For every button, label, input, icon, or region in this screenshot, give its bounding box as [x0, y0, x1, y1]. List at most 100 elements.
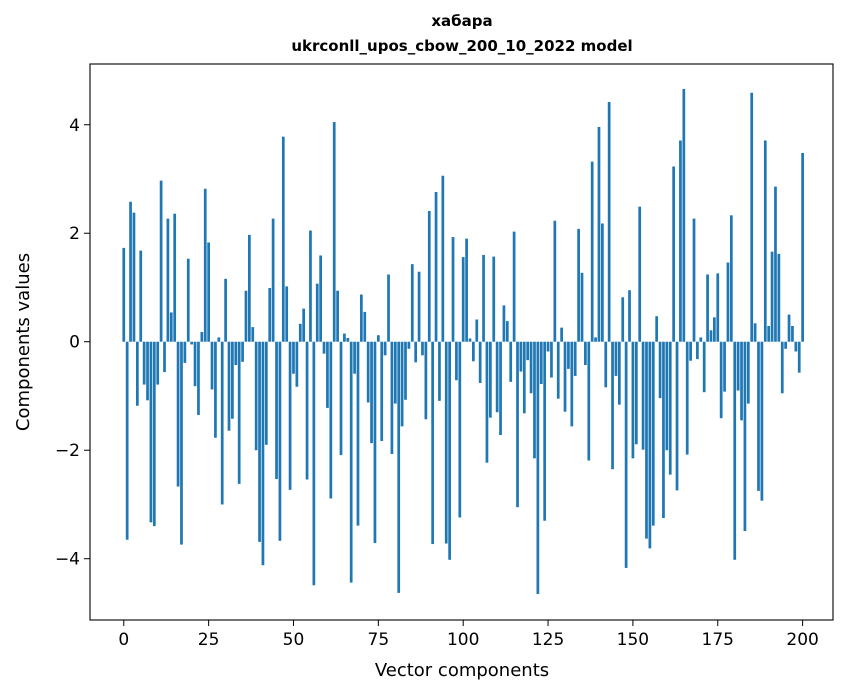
bar [580, 272, 584, 342]
bar [655, 316, 659, 342]
bar [675, 341, 679, 491]
bar [390, 341, 394, 455]
bar [672, 166, 675, 342]
bar [784, 341, 788, 349]
bar [682, 88, 686, 342]
bar [777, 253, 781, 342]
bar [261, 341, 265, 566]
bar [512, 231, 516, 342]
bar [658, 341, 662, 399]
bar [526, 341, 530, 361]
bar [438, 341, 441, 401]
bar [149, 341, 153, 523]
bar [455, 341, 458, 381]
x-tick-label: 100 [447, 630, 479, 650]
bar [757, 341, 760, 491]
bar [607, 101, 611, 342]
bar [472, 341, 475, 362]
y-axis-ticks: −4 −2 0 2 4 [55, 116, 90, 570]
bar [336, 290, 339, 342]
bar [699, 337, 703, 342]
bar [203, 188, 207, 342]
bar [689, 341, 692, 361]
bar [207, 242, 210, 342]
bar [169, 312, 173, 342]
bar [363, 311, 367, 342]
bar [305, 341, 309, 480]
bar [791, 326, 794, 342]
bar [231, 341, 234, 419]
bar [156, 341, 160, 385]
y-axis-label: Components values [13, 253, 34, 431]
bar [601, 223, 604, 342]
bar [404, 341, 407, 400]
bar [224, 278, 227, 342]
bar [641, 341, 645, 450]
bar [332, 122, 336, 342]
bar [770, 251, 774, 342]
bar [183, 341, 187, 363]
bar [651, 341, 655, 526]
bar [397, 341, 401, 593]
bar [444, 341, 448, 544]
bar [519, 341, 523, 372]
bar [801, 152, 804, 342]
bar [594, 337, 597, 342]
bar [264, 341, 268, 445]
y-tick-label: −2 [55, 441, 80, 461]
y-tick-label: 2 [69, 224, 80, 244]
bar [197, 341, 200, 415]
bar [326, 341, 329, 408]
bar [234, 341, 238, 366]
bar [746, 341, 750, 404]
bar [692, 218, 696, 342]
bar [349, 341, 353, 583]
x-tick-label: 150 [617, 630, 649, 650]
bar [387, 274, 390, 342]
bar [706, 274, 709, 342]
bar [427, 211, 431, 342]
bar [505, 321, 509, 342]
x-tick-label: 25 [198, 630, 220, 650]
bar [556, 341, 560, 399]
bar [424, 341, 428, 420]
bar [716, 273, 720, 342]
bar [448, 341, 451, 560]
bar [125, 341, 129, 540]
y-tick-label: −4 [55, 550, 80, 570]
bar [129, 201, 132, 342]
bar [536, 341, 540, 594]
bar [173, 213, 177, 342]
bar [152, 341, 156, 527]
x-tick-label: 125 [532, 630, 564, 650]
bar [241, 341, 244, 362]
bar [522, 341, 526, 414]
bar [217, 337, 221, 342]
bar [451, 237, 455, 342]
bar [417, 271, 421, 342]
bar [139, 250, 143, 342]
y-tick-label: 4 [69, 116, 80, 136]
bar [648, 341, 652, 549]
bar [482, 254, 485, 342]
bar [244, 290, 248, 342]
chart-subtitle: ukrconll_upos_cbow_200_10_2022 model [291, 37, 632, 55]
bar [797, 341, 801, 373]
bar [414, 341, 418, 363]
bar [258, 341, 261, 542]
x-axis-label: Vector components [375, 660, 549, 681]
bar [485, 341, 489, 463]
bar [702, 341, 706, 393]
bar [617, 341, 621, 405]
bar [271, 218, 275, 342]
bar [319, 255, 322, 342]
bar [740, 341, 743, 421]
bar [499, 341, 502, 436]
bar [488, 341, 492, 418]
bar [200, 331, 204, 342]
bar [638, 206, 642, 342]
bar [719, 341, 723, 419]
bar [254, 341, 258, 451]
bars [122, 88, 804, 594]
